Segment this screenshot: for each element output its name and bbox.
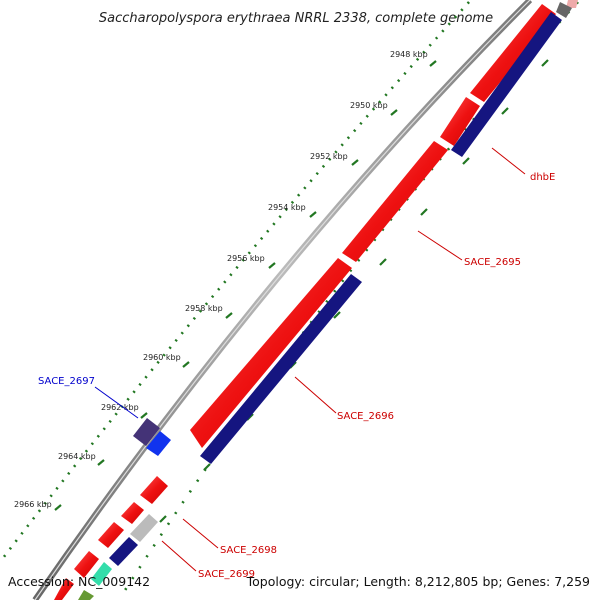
gene-arrow-SACE_2697[interactable] xyxy=(146,431,171,456)
pseudo-feature-gray[interactable] xyxy=(130,514,158,542)
tick-label: 2958 kbp xyxy=(185,304,223,313)
cds-bar-SACE_2696[interactable] xyxy=(200,274,362,464)
gene-arrow-SACE_2695[interactable] xyxy=(342,141,448,262)
gene-feature[interactable] xyxy=(566,0,578,8)
accession-text: Accession: NC_009142 xyxy=(8,574,150,589)
gene-labels: dhbE SACE_2695 SACE_2696 SACE_2697 SACE_… xyxy=(38,172,555,580)
tick-label: 2950 kbp xyxy=(350,101,388,110)
gene-label-SACE_2697[interactable]: SACE_2697 xyxy=(38,376,95,387)
outer-major-ticks xyxy=(54,60,437,511)
tick-label: 2964 kbp xyxy=(58,452,96,461)
tick-label: 2962 kbp xyxy=(101,403,139,412)
inner-major-ticks xyxy=(159,59,549,523)
gene-feature-olive[interactable] xyxy=(78,590,94,600)
gene-arrow-dhbE[interactable] xyxy=(470,4,556,102)
label-leaders xyxy=(94,147,526,572)
tick-label: 2948 kbp xyxy=(390,50,428,59)
gene-arrow-red[interactable] xyxy=(74,551,99,578)
gene-label-SACE_2696[interactable]: SACE_2696 xyxy=(337,411,394,422)
genome-backbone xyxy=(32,0,533,600)
genome-summary-text: Topology: circular; Length: 8,212,805 bp… xyxy=(246,574,590,589)
rna-feature-SACE_2697[interactable] xyxy=(133,418,160,446)
gene-label-SACE_2698[interactable]: SACE_2698 xyxy=(220,545,277,556)
gene-arrow-red[interactable] xyxy=(121,502,144,524)
tick-label: 2954 kbp xyxy=(268,203,306,212)
gene-arrow-red[interactable] xyxy=(440,97,480,146)
gene-arrow-SACE_2698[interactable] xyxy=(98,522,124,548)
map-title: Saccharopolyspora erythraea NRRL 2338, c… xyxy=(99,11,493,26)
genome-backbone-highlight xyxy=(34,0,531,600)
gene-arrow-red[interactable] xyxy=(54,578,74,600)
gene-arrow-SACE_2696[interactable] xyxy=(190,258,352,448)
cds-bar-SACE_2699[interactable] xyxy=(109,537,138,566)
tick-labels: 2948 kbp 2950 kbp 2952 kbp 2954 kbp 2956… xyxy=(14,50,428,509)
tick-label: 2966 kbp xyxy=(14,500,52,509)
tick-label: 2952 kbp xyxy=(310,152,348,161)
outer-tick-track xyxy=(0,1,470,563)
gene-feature[interactable] xyxy=(556,2,572,18)
gene-label-dhbE[interactable]: dhbE xyxy=(530,172,555,183)
gene-label-SACE_2695[interactable]: SACE_2695 xyxy=(464,257,521,268)
gene-label-SACE_2699[interactable]: SACE_2699 xyxy=(198,569,255,580)
tick-label: 2956 kbp xyxy=(227,254,265,263)
gene-feature-teal[interactable] xyxy=(91,562,112,586)
tick-label: 2960 kbp xyxy=(143,353,181,362)
gene-arrow-red[interactable] xyxy=(140,476,168,504)
cds-bar-dhbE[interactable] xyxy=(451,12,562,157)
